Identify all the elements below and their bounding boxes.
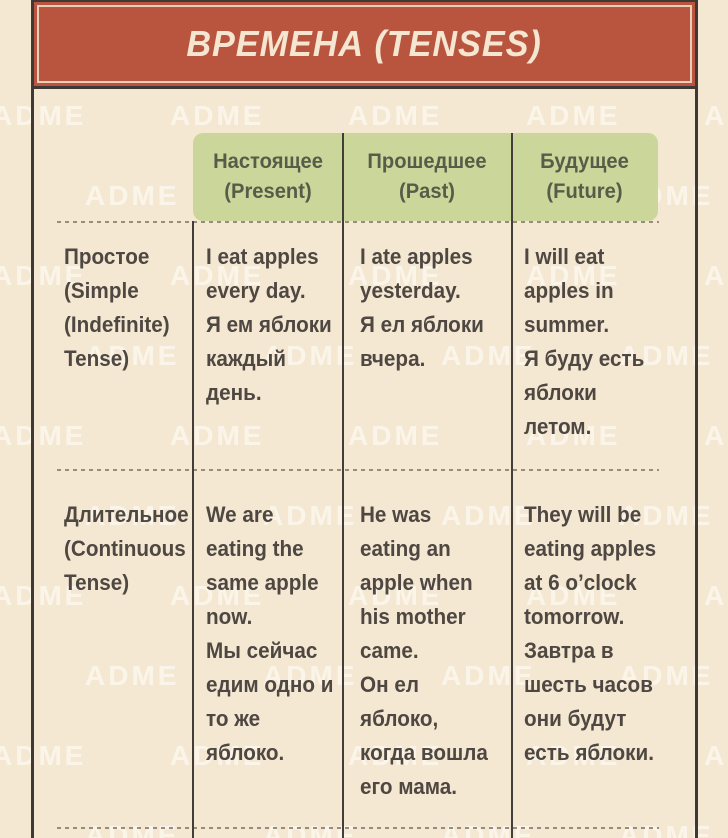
table-frame [31,0,698,838]
row-divider-header [57,221,659,223]
watermark-text: ADME [170,740,265,771]
watermark-text: ADME [704,740,728,771]
column-header-bar [193,133,658,221]
watermark-text: ADME [263,820,358,838]
watermark-text: ADME [0,100,87,131]
row-divider-2 [57,827,659,829]
watermark-text: ADME [85,500,180,531]
watermark-text: ADME [348,740,443,771]
watermark-text: ADME [348,420,443,451]
watermark-text: ADME [170,420,265,451]
watermark-text: ADME [263,500,358,531]
watermark-text: ADME [263,660,358,691]
column-header-present: Настоящее (Present) [213,150,323,203]
watermark-text: ADME [441,660,536,691]
watermark-text: ADME [0,740,87,771]
watermark-text: ADME [348,260,443,291]
cell-continuous-present: We are eating the same apple now. Мы сей… [206,502,334,765]
watermark-text: ADME [704,260,728,291]
watermark-text: ADME [526,580,621,611]
watermark-text: ADME [526,260,621,291]
row-header-simple: Простое (Simple (Indefinite) Tense) [64,244,170,371]
row-divider-1 [57,469,659,471]
watermark-text: ADME [441,820,536,838]
watermark-text: ADME [704,100,728,131]
title-banner: ВРЕМЕНА (TENSES) [31,0,698,89]
column-header-past: Прошедшее (Past) [367,150,487,203]
watermark-text: ADME [704,580,728,611]
watermark-text: ADME [85,820,180,838]
watermark-text: ADME [526,100,621,131]
row-header-continuous: Длительное (Continuous Tense) [64,502,189,595]
watermark-text: ADME [85,340,180,371]
watermark-text: ADME [704,420,728,451]
watermark-text: ADME [170,580,265,611]
watermark-text: ADME [0,420,87,451]
watermark-text: ADME [526,420,621,451]
page-title: ВРЕМЕНА (TENSES) [186,23,543,64]
watermark-text: ADME [348,100,443,131]
watermark-text: ADME [441,340,536,371]
watermark-text: ADME [85,180,180,211]
watermark-text: ADME [170,260,265,291]
watermark-text: ADME [441,500,536,531]
cell-simple-future: I will eat apples in summer. Я буду есть… [524,244,645,439]
cell-simple-present: I eat apples every day. Я ем яблоки кажд… [206,244,332,405]
watermark-text: ADME [0,580,87,611]
watermark-text: ADME [170,100,265,131]
cell-continuous-future: They will be eating apples at 6 o’clock … [524,502,657,765]
watermark-text: ADME [85,660,180,691]
cell-simple-past: I ate apples yesterday. Я ел яблоки вчер… [360,244,484,371]
column-divider-2 [342,133,344,838]
cell-continuous-past: He was eating an apple when his mother c… [360,502,488,799]
watermark-text: ADME [619,820,714,838]
watermark-text: ADME [263,340,358,371]
column-divider-1 [192,221,194,838]
column-header-future: Будущее (Future) [540,150,629,203]
watermark-text: ADME [348,580,443,611]
watermark-text: ADME [526,740,621,771]
watermark-text: ADME [0,260,87,291]
column-divider-3 [511,133,513,838]
